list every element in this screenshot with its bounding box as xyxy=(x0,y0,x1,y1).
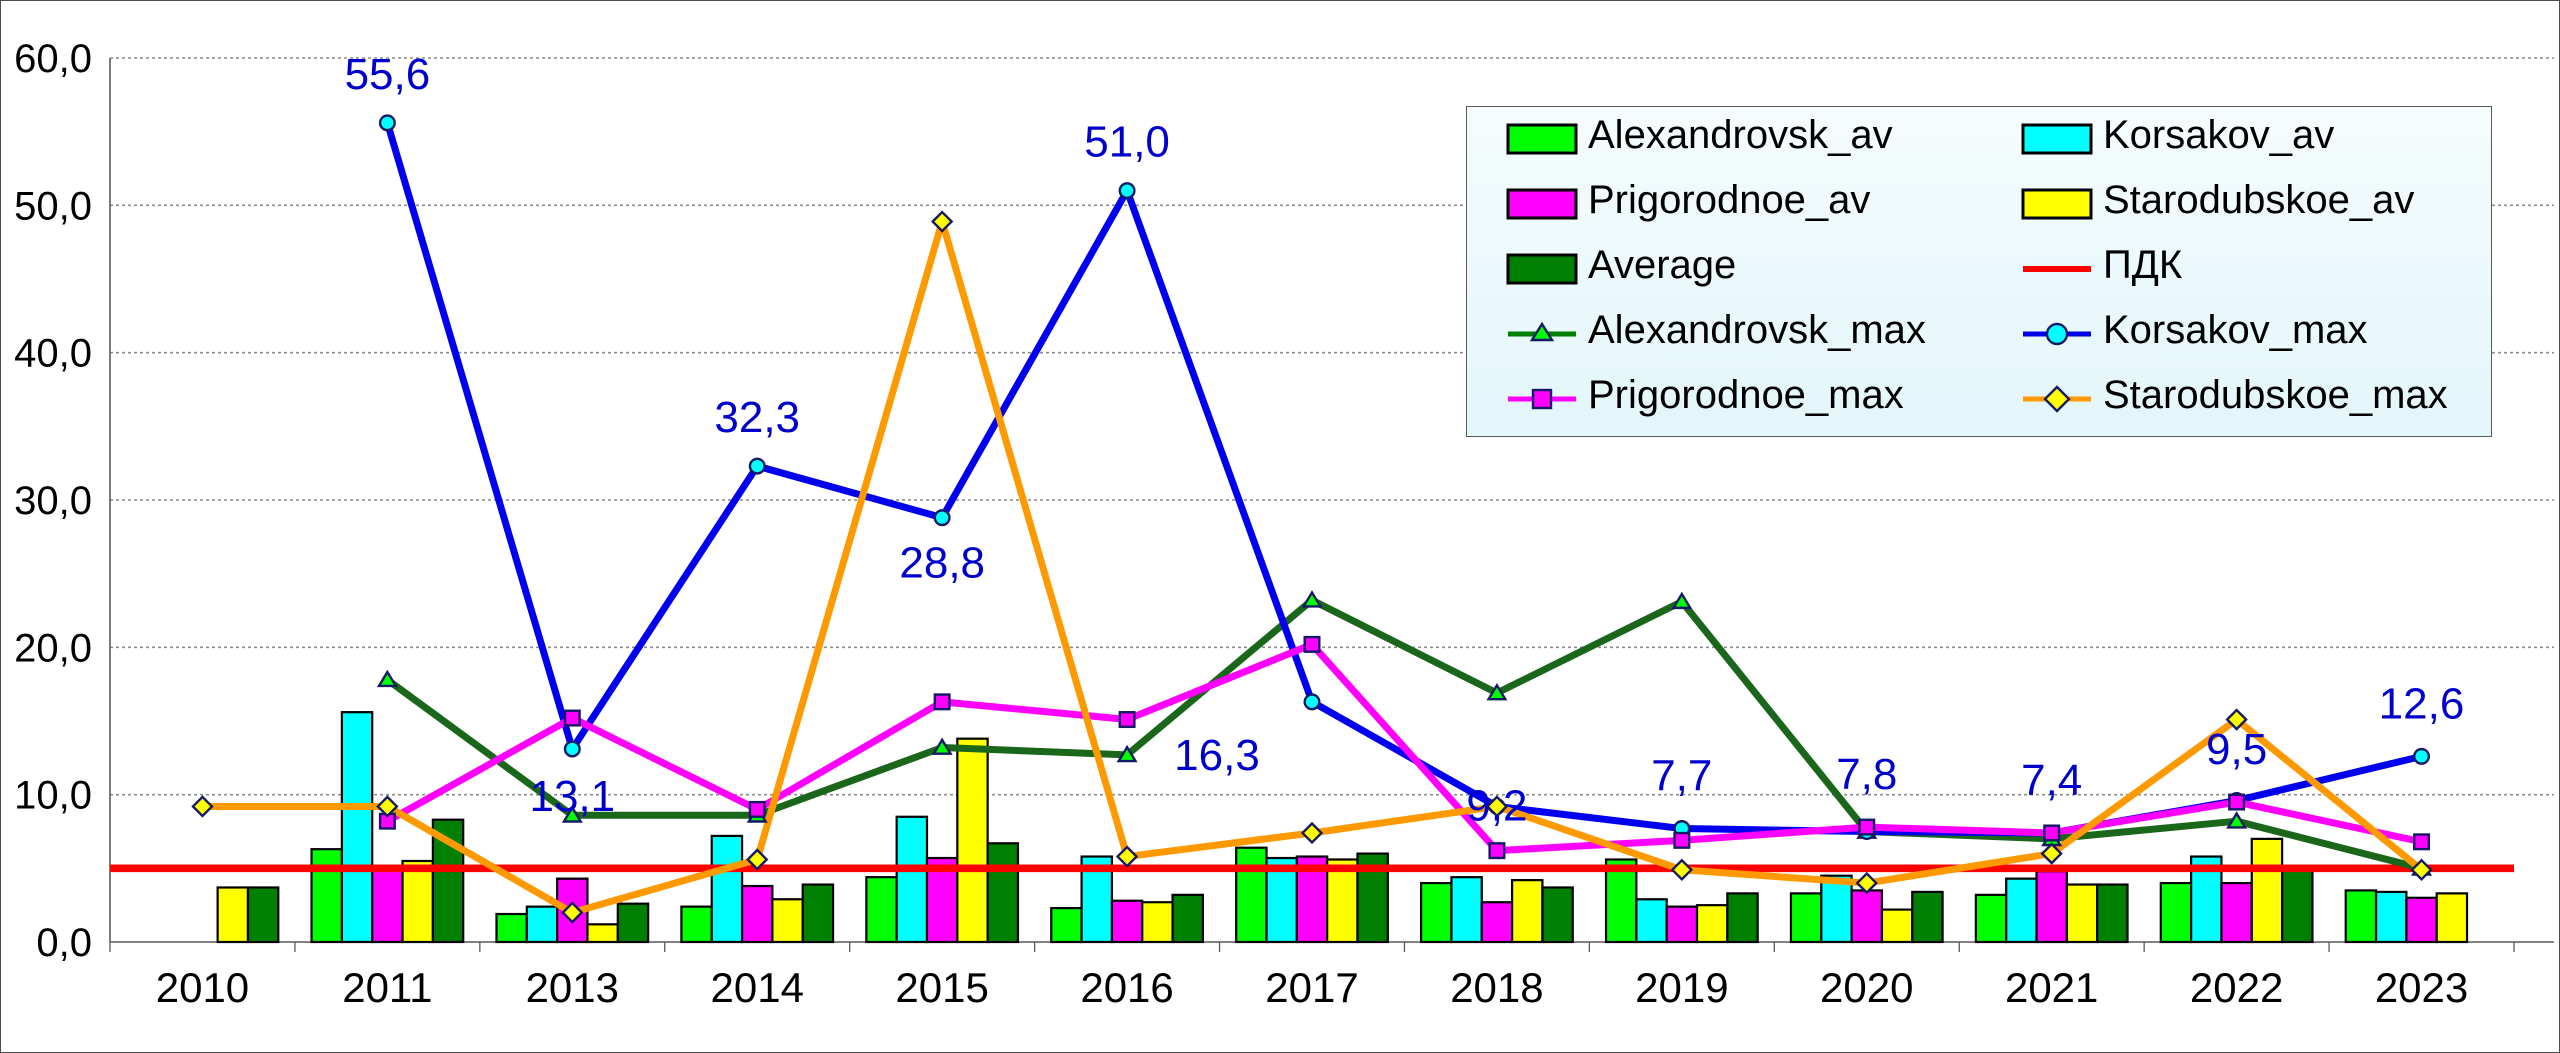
svg-text:51,0: 51,0 xyxy=(1084,118,1170,167)
svg-text:2018: 2018 xyxy=(1450,964,1543,1011)
svg-text:2017: 2017 xyxy=(1265,964,1358,1011)
svg-text:0,0: 0,0 xyxy=(36,921,92,965)
svg-text:9,5: 9,5 xyxy=(2206,725,2267,774)
svg-text:13,1: 13,1 xyxy=(529,772,615,821)
svg-text:2014: 2014 xyxy=(711,964,804,1011)
svg-text:2016: 2016 xyxy=(1080,964,1173,1011)
svg-text:2019: 2019 xyxy=(1635,964,1728,1011)
svg-text:2013: 2013 xyxy=(526,964,619,1011)
svg-text:7,8: 7,8 xyxy=(1836,750,1897,799)
svg-text:2015: 2015 xyxy=(895,964,988,1011)
svg-text:7,7: 7,7 xyxy=(1651,752,1712,801)
svg-text:32,3: 32,3 xyxy=(714,393,800,442)
svg-text:30,0: 30,0 xyxy=(14,479,92,523)
svg-text:7,4: 7,4 xyxy=(2021,756,2082,805)
svg-text:2020: 2020 xyxy=(1820,964,1913,1011)
svg-text:2023: 2023 xyxy=(2375,964,2468,1011)
svg-text:60,0: 60,0 xyxy=(14,37,92,81)
svg-text:10,0: 10,0 xyxy=(14,774,92,818)
svg-text:40,0: 40,0 xyxy=(14,332,92,376)
svg-text:2021: 2021 xyxy=(2005,964,2098,1011)
svg-text:50,0: 50,0 xyxy=(14,184,92,228)
svg-text:20,0: 20,0 xyxy=(14,626,92,670)
svg-text:2010: 2010 xyxy=(156,964,249,1011)
svg-text:2011: 2011 xyxy=(342,964,432,1011)
svg-text:28,8: 28,8 xyxy=(899,539,985,588)
svg-text:16,3: 16,3 xyxy=(1174,731,1260,780)
svg-text:2022: 2022 xyxy=(2190,964,2283,1011)
svg-text:9,2: 9,2 xyxy=(1466,782,1527,831)
svg-text:12,6: 12,6 xyxy=(2379,679,2465,728)
svg-text:55,6: 55,6 xyxy=(345,50,431,99)
